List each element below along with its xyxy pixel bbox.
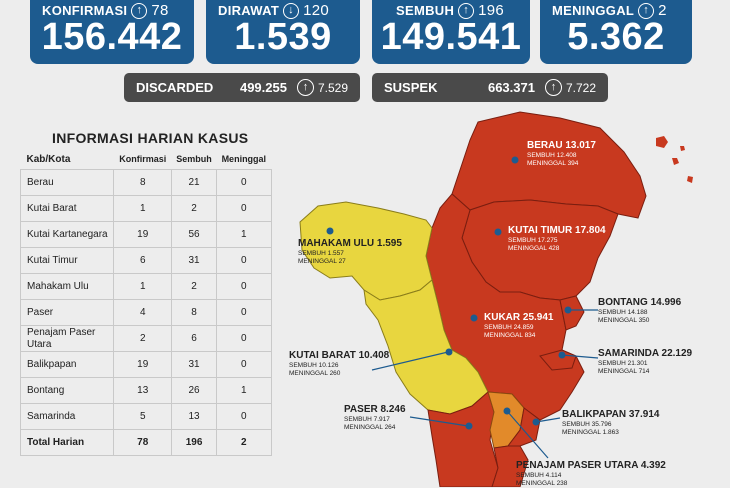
cell-meninggal: 0 [215,195,273,222]
label-balikpapan: BALIKPAPAN 37.914 SEMBUH 35.796 MENINGGA… [562,409,660,436]
region-dot [445,348,453,356]
leader-line [535,417,561,423]
dirawat-value: 1.539 [234,16,332,58]
dirawat-delta: 120 [303,2,330,19]
island [687,176,693,183]
header-kab-kota: Kab/Kota [26,153,71,165]
cell-total-konfirmasi: 78 [112,429,173,456]
cell-konfirmasi: 13 [112,377,173,404]
cell-konfirmasi: 2 [112,325,173,352]
cell-meninggal: 0 [215,351,273,378]
meninggal-card: MENINGGAL ↑ 2 5.362 [540,0,692,64]
cell-kab: Kutai Timur [20,247,114,274]
island [672,158,679,165]
dirawat-label: DIRAWAT ↓ 120 [218,2,330,19]
konfirmasi-delta: 78 [151,2,169,19]
leader-line [506,410,549,459]
total-row: Total Harian 78 196 2 [20,429,273,456]
label-kutai-timur: KUTAI TIMUR 17.804 SEMBUH 17.275 MENINGG… [508,225,606,252]
cell-meninggal: 0 [215,247,273,274]
suspek-value: 663.371 [487,80,535,95]
cell-total-meninggal: 2 [215,429,273,456]
region-south-coast [491,445,529,487]
cell-sembuh: 21 [171,169,217,196]
discarded-bar: DISCARDED 499.255 ↑ 7.529 [124,73,360,102]
cell-sembuh: 31 [171,351,217,378]
label-kukar: KUKAR 25.941 SEMBUH 24.859 MENINGGAL 834 [484,312,554,339]
label-berau: BERAU 13.017 SEMBUH 12.408 MENINGGAL 394 [527,140,596,167]
konfirmasi-value: 156.442 [41,16,183,58]
cell-meninggal: 1 [215,377,273,404]
cell-total-label: Total Harian [20,429,114,456]
konfirmasi-card: KONFIRMASI ↑ 78 156.442 [30,0,194,64]
table-row: Paser 4 8 0 [20,299,273,326]
meninggal-value: 5.362 [567,16,665,58]
arrow-up-icon: ↑ [296,79,314,96]
cell-konfirmasi: 19 [112,351,173,378]
table-row: Bontang 13 26 1 [20,377,273,404]
table-title: INFORMASI HARIAN KASUS [52,130,249,146]
island [656,136,668,148]
region-dot [465,422,473,430]
suspek-bar: SUSPEK 663.371 ↑ 7.722 [372,73,608,102]
suspek-label: SUSPEK [384,80,438,95]
dirawat-card: DIRAWAT ↓ 120 1.539 [206,0,360,64]
cell-meninggal: 0 [215,169,273,196]
header-sembuh: Sembuh [176,154,212,164]
label-bontang: BONTANG 14.996 SEMBUH 14.188 MENINGGAL 3… [598,297,682,324]
region-dot [326,227,334,235]
cell-kab: Berau [20,169,114,196]
discarded-value: 499.255 [239,80,287,95]
daily-cases-table: Kab/Kota Konfirmasi Sembuh Meninggal Ber… [20,149,273,456]
arrow-down-icon: ↓ [283,2,300,19]
discarded-delta: 7.529 [317,80,348,95]
island [680,146,685,151]
region-dot [511,156,519,164]
arrow-up-icon: ↑ [638,2,655,19]
cell-konfirmasi: 19 [112,221,173,248]
header-meninggal: Meninggal [221,154,267,164]
meninggal-delta: 2 [658,2,667,19]
region-dot [494,228,502,236]
cell-kab: Paser [20,299,114,326]
sembuh-value: 149.541 [380,16,522,58]
sembuh-card: SEMBUH ↑ 196 149.541 [372,0,530,64]
label-samarinda: SAMARINDA 22.129 SEMBUH 21.301 MENINGGAL… [598,348,693,375]
konfirmasi-label: KONFIRMASI ↑ 78 [42,2,169,19]
label-mahakam-ulu: MAHAKAM ULU 1.595 SEMBUH 1.557 MENINGGAL… [298,238,402,265]
meninggal-label: MENINGGAL ↑ 2 [552,2,667,19]
cell-meninggal: 0 [215,403,273,430]
suspek-delta: 7.722 [565,80,596,95]
label-paser: PASER 8.246 SEMBUH 7.917 MENINGGAL 264 [344,404,406,431]
cell-sembuh: 31 [171,247,217,274]
label-penajam-paser-utara: PENAJAM PASER UTARA 4.392 SEMBUH 4.114 M… [516,460,666,487]
label-kutai-barat: KUTAI BARAT 10.408 SEMBUH 10.126 MENINGG… [289,350,390,377]
region-bontang [559,295,585,331]
table-row: Balikpapan 19 31 0 [20,351,273,378]
table-header-row: Kab/Kota Konfirmasi Sembuh Meninggal [21,149,272,170]
header-konfirmasi: Konfirmasi [119,154,167,164]
region-paser [427,391,499,487]
arrow-up-icon: ↑ [131,2,148,19]
cell-konfirmasi: 1 [112,195,173,222]
leader-line [561,354,599,359]
region-kutai-barat [363,279,489,415]
discarded-label: DISCARDED [136,80,214,95]
cell-total-sembuh: 196 [171,429,217,456]
arrow-up-icon: ↑ [544,79,562,96]
table-row: Berau 8 21 0 [20,169,273,196]
table-row: Mahakam Ulu 1 2 0 [20,273,273,300]
cell-konfirmasi: 8 [112,169,173,196]
arrow-up-icon: ↑ [458,2,475,19]
region-dot [470,314,478,322]
leader-line [371,351,449,371]
table-row: Kutai Barat 1 2 0 [20,195,273,222]
leader-line [409,416,469,427]
sembuh-label: SEMBUH ↑ 196 [396,2,505,19]
cell-konfirmasi: 5 [112,403,173,430]
table-row: Kutai Timur 6 31 0 [20,247,273,274]
sembuh-delta: 196 [478,2,505,19]
